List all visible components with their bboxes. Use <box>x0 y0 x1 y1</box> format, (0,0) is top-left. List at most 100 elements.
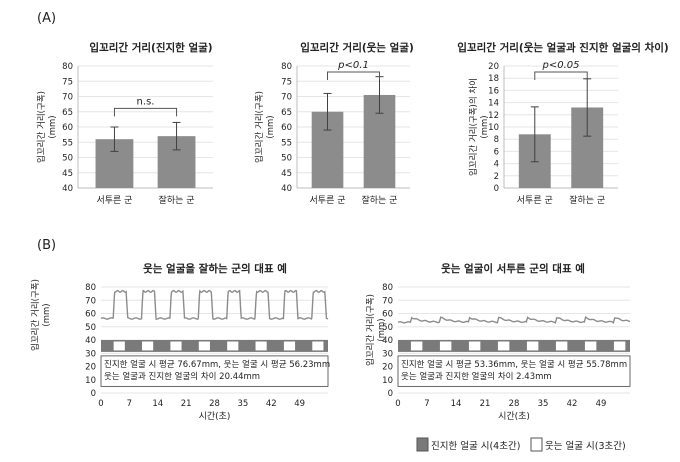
y-tick-label: 4 <box>494 160 499 170</box>
y-tick-label: 20 <box>488 62 499 72</box>
y-tick-label: 75 <box>281 77 292 87</box>
y-tick-label: 60 <box>62 123 73 133</box>
chart-title: 입꼬리간 거리(웃는 얼굴과 진지한 얼굴의 차이) <box>457 41 668 54</box>
significance-label: p<0.05 <box>542 60 580 71</box>
y-tick-label: 55 <box>62 138 73 148</box>
y-tick-label: 10 <box>488 123 499 133</box>
category-label: 서투른 군 <box>310 195 346 206</box>
y-tick-label: 20 <box>85 363 96 373</box>
x-tick-label: 0 <box>395 399 400 409</box>
y-tick-label: 70 <box>281 93 292 103</box>
y-tick-label: 80 <box>382 283 393 293</box>
x-tick-label: 35 <box>237 399 248 409</box>
annotation-box <box>100 355 329 387</box>
bar-chart-2: 입꼬리간 거리(웃는 얼굴) 40 45 50 55 60 65 70 75 80 입꼬리간 거리(… <box>254 41 414 206</box>
smile-block <box>410 341 423 351</box>
smile-block <box>497 341 510 351</box>
y-axis-label: 입꼬리간 거리(구폭)의 차이(mm) <box>468 78 490 176</box>
legend-label-smile: 웃는 얼굴 시(3초간) <box>545 441 626 452</box>
y-tick-label: 60 <box>382 310 393 320</box>
y-tick-label: 6 <box>494 147 499 157</box>
legend-swatch-straight <box>416 437 429 452</box>
y-tick-label: 60 <box>281 123 292 133</box>
y-axis-label-line: 입꼬리간 거리(구폭) <box>36 91 47 163</box>
y-axis-label: 입꼬리간 거리(구폭)(mm) <box>365 294 387 366</box>
significance-bracket <box>327 71 380 80</box>
category-label: 잘하는 군 <box>361 194 397 206</box>
annotation-text: 진지한 얼굴 시 평균 53.36mm, 웃는 얼굴 시 평균 55.78mm <box>401 359 627 370</box>
category-label: 잘하는 군 <box>159 194 195 206</box>
annotation-text: 웃는 얼굴과 진지한 얼굴의 차이 20.44mm <box>104 371 260 382</box>
y-tick-label: 70 <box>85 296 96 306</box>
y-axis-label-line: (mm) <box>480 115 490 138</box>
significance-bracket <box>534 71 588 80</box>
line-chart-2: 웃는 얼굴이 서투른 군의 대표 예 0 10 20 30 40 50 60 70 80 0 7 14 2… <box>365 262 631 422</box>
y-tick-label: 30 <box>85 349 96 359</box>
y-tick-label: 70 <box>382 296 393 306</box>
condition-strip <box>101 340 328 352</box>
y-axis-label-line: (mm) <box>377 318 387 341</box>
y-tick-label: 8 <box>494 135 499 145</box>
y-tick-label: 40 <box>62 184 73 194</box>
chart-title: 입꼬리간 거리(웃는 얼굴) <box>300 41 414 54</box>
x-tick-label: 28 <box>209 399 220 409</box>
y-tick-label: 18 <box>488 74 499 84</box>
significance-label: n.s. <box>137 96 155 107</box>
y-axis-label: 입꼬리간 거리(구폭)(mm) <box>36 91 58 163</box>
category-label: 서투른 군 <box>96 195 132 206</box>
y-tick-label: 45 <box>62 169 73 179</box>
category-label: 잘하는 군 <box>569 194 605 206</box>
y-axis-label-line: 입꼬리간 거리(구폭)의 차이 <box>468 78 479 176</box>
y-tick-label: 60 <box>85 310 96 320</box>
y-tick-label: 65 <box>62 108 73 118</box>
y-tick-label: 45 <box>281 169 292 179</box>
chart-title: 입꼬리간 거리(진지한 얼굴) <box>89 41 212 54</box>
y-axis-label-line: (mm) <box>266 115 276 138</box>
x-tick-label: 21 <box>181 399 192 409</box>
x-tick-label: 49 <box>596 399 607 409</box>
legend-swatch-smile <box>530 437 543 452</box>
signal-line <box>100 289 329 320</box>
x-tick-label: 0 <box>98 399 103 409</box>
smile-block <box>468 341 481 351</box>
smile-block <box>555 341 568 351</box>
y-tick-label: 14 <box>488 99 499 109</box>
line-chart-1: 웃는 얼굴을 잘하는 군의 대표 예 0 10 20 30 40 50 60 70 80 0 7 14 2… <box>30 262 330 422</box>
x-axis-label: 시간(초) <box>199 411 231 422</box>
y-axis-label-line: 입꼬리간 거리(구폭) <box>254 91 265 163</box>
x-tick-label: 14 <box>152 399 163 409</box>
smile-block <box>142 341 154 351</box>
y-axis-label: 입꼬리간 거리(구폭)(mm) <box>254 91 276 163</box>
y-tick-label: 0 <box>494 184 499 194</box>
x-tick-label: 21 <box>480 399 491 409</box>
panel-label-a: (A) <box>37 11 56 26</box>
panel-label-b: (B) <box>37 238 56 253</box>
x-tick-label: 28 <box>509 399 520 409</box>
y-tick-label: 50 <box>62 154 73 164</box>
y-tick-label: 2 <box>494 172 499 182</box>
smile-block <box>613 341 626 351</box>
y-tick-label: 40 <box>85 336 96 346</box>
x-axis-label: 시간(초) <box>498 411 530 422</box>
signal-line <box>397 315 631 325</box>
y-tick-label: 50 <box>281 154 292 164</box>
smile-block <box>584 341 597 351</box>
y-tick-label: 80 <box>281 62 292 72</box>
y-tick-label: 80 <box>85 283 96 293</box>
chart-title: 웃는 얼굴을 잘하는 군의 대표 예 <box>143 262 287 275</box>
annotation-text: 진지한 얼굴 시 평균 76.67mm, 웃는 얼굴 시 평균 56.23mm <box>104 359 330 370</box>
y-tick-label: 50 <box>85 323 96 333</box>
x-tick-label: 7 <box>424 399 429 409</box>
bar-chart-1: 입꼬리간 거리(진지한 얼굴) 40 45 50 55 60 65 70 75 80 입꼬리간 거리… <box>36 41 213 206</box>
legend: 진지한 얼굴 시(4초간) 웃는 얼굴 시(3초간) <box>416 437 626 452</box>
y-tick-label: 65 <box>281 108 292 118</box>
smile-block <box>312 341 324 351</box>
annotation-text: 웃는 얼굴과 진지한 얼굴의 차이 2.43mm <box>401 371 552 382</box>
smile-block <box>255 341 267 351</box>
smile-block <box>439 341 452 351</box>
y-tick-label: 10 <box>85 376 96 386</box>
y-tick-label: 40 <box>382 336 393 346</box>
smile-block <box>170 341 182 351</box>
chart-title: 웃는 얼굴이 서투른 군의 대표 예 <box>441 262 585 275</box>
